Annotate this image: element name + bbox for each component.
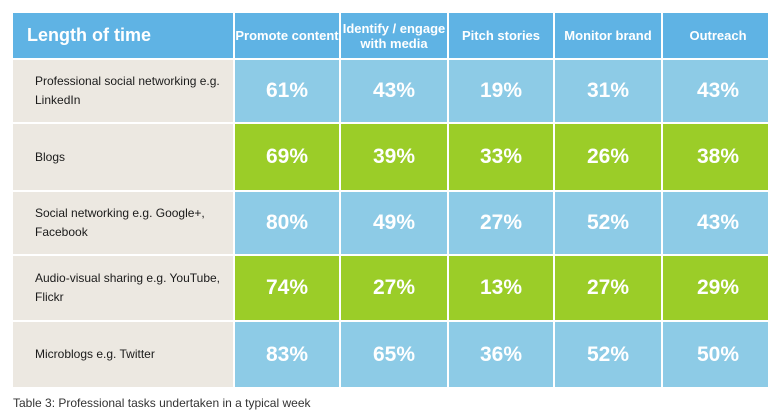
column-header-pitch-stories: Pitch stories — [449, 13, 553, 58]
table-cell: 31% — [555, 60, 661, 122]
row-label-blogs: Blogs — [13, 124, 233, 190]
column-header-monitor-brand: Monitor brand — [555, 13, 661, 58]
table-caption: Table 3: Professional tasks undertaken i… — [13, 396, 311, 410]
table-cell: 69% — [235, 124, 339, 190]
table-cell: 50% — [663, 322, 768, 387]
table-cell: 52% — [555, 322, 661, 387]
table-cell: 13% — [449, 256, 553, 320]
column-header-outreach: Outreach — [663, 13, 768, 58]
table-cell: 43% — [341, 60, 447, 122]
table-cell: 38% — [663, 124, 768, 190]
tasks-table: Length of time Promote content Identify … — [13, 13, 768, 387]
table-cell: 27% — [341, 256, 447, 320]
table-cell: 61% — [235, 60, 339, 122]
table-cell: 49% — [341, 192, 447, 254]
table-cell: 83% — [235, 322, 339, 387]
table-cell: 74% — [235, 256, 339, 320]
row-label-professional-social-networking: Professional social networking e.g. Link… — [13, 60, 233, 122]
column-header-promote-content: Promote content — [235, 13, 339, 58]
row-label-social-networking: Social networking e.g. Google+, Facebook — [13, 192, 233, 254]
table-cell: 43% — [663, 60, 768, 122]
table-cell: 80% — [235, 192, 339, 254]
corner-header: Length of time — [13, 13, 233, 58]
table-cell: 26% — [555, 124, 661, 190]
table-cell: 27% — [555, 256, 661, 320]
column-header-identify-engage-media: Identify / engage with media — [341, 13, 447, 58]
table-cell: 52% — [555, 192, 661, 254]
table-cell: 39% — [341, 124, 447, 190]
row-label-audio-visual-sharing: Audio-visual sharing e.g. YouTube, Flick… — [13, 256, 233, 320]
table-cell: 19% — [449, 60, 553, 122]
table-cell: 36% — [449, 322, 553, 387]
table-cell: 65% — [341, 322, 447, 387]
table-cell: 33% — [449, 124, 553, 190]
row-label-microblogs: Microblogs e.g. Twitter — [13, 322, 233, 387]
table-cell: 29% — [663, 256, 768, 320]
table-cell: 27% — [449, 192, 553, 254]
table-cell: 43% — [663, 192, 768, 254]
